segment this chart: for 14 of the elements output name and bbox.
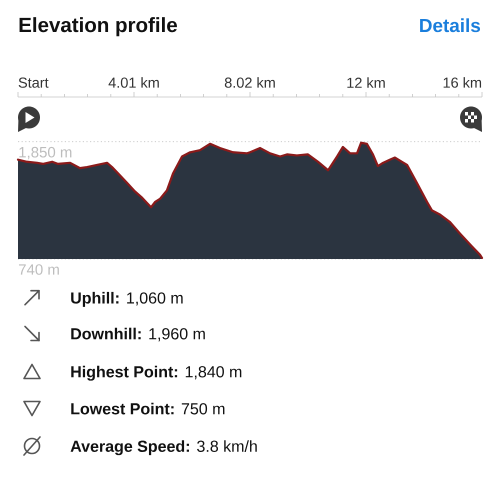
chart-title: Elevation profile — [20, 17, 177, 36]
text: Highest Point: 1,840 m — [71, 366, 242, 381]
x-tick-label: 4.01 km — [108, 77, 159, 88]
text: Uphill: 1,060 m — [71, 292, 183, 307]
y-tick-label: 740 m — [18, 264, 59, 275]
x-tick-label: 16 km — [444, 77, 482, 88]
text: Lowest Point: 750 m — [71, 402, 224, 414]
x-tick-label: 12 km — [347, 77, 385, 88]
text: Details — [420, 18, 480, 32]
y-tick-label: 1,850 m — [19, 146, 72, 160]
x-tick-label: 8.02 km — [224, 77, 275, 88]
x-tick-label: Start — [18, 78, 49, 88]
text: Average Speed: 3.8 km/h — [70, 440, 257, 456]
text: Downhill: 1,960 m — [71, 328, 205, 342]
